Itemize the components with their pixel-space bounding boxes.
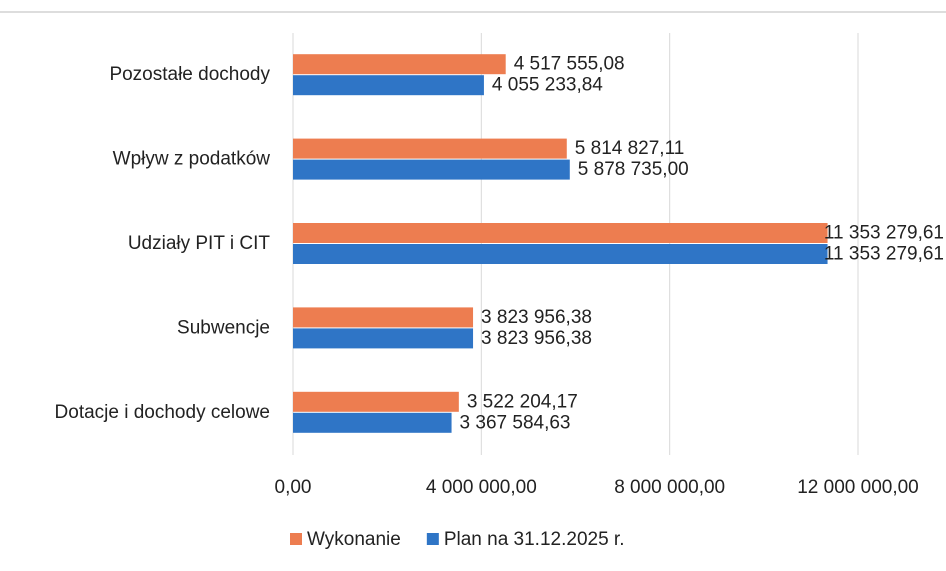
bar <box>293 391 459 412</box>
y-tick-label: Pozostałe dochody <box>109 64 270 85</box>
bar <box>293 159 570 180</box>
value-label: 3 522 204,17 <box>467 391 578 412</box>
value-label: 11 353 279,61 <box>824 244 944 265</box>
y-tick-label: Wpływ z podatków <box>113 149 271 170</box>
value-label: 11 353 279,61 <box>824 223 944 244</box>
bar <box>293 328 474 349</box>
bar <box>293 223 828 243</box>
value-label: 3 367 584,63 <box>460 412 571 433</box>
y-tick-label: Udziały PIT i CIT <box>128 233 271 254</box>
value-label: 3 823 956,38 <box>481 328 592 349</box>
legend-swatch <box>426 533 439 545</box>
y-tick-label: Subwencje <box>177 317 270 338</box>
legend-label: Wykonanie <box>307 529 401 550</box>
value-label: 4 055 233,84 <box>492 75 603 96</box>
legend-label: Plan na 31.12.2025 r. <box>444 529 625 550</box>
bar <box>293 412 452 433</box>
bar <box>293 138 567 159</box>
legend-swatch <box>290 533 302 545</box>
bar <box>293 54 506 75</box>
x-tick-label: 8 000 000,00 <box>614 477 725 498</box>
y-tick-label: Dotacje i dochody celowe <box>55 402 270 423</box>
bar <box>293 75 484 96</box>
value-label: 5 878 735,00 <box>578 159 689 180</box>
bar <box>293 307 474 328</box>
x-tick-label: 12 000 000,00 <box>797 477 919 498</box>
value-label: 3 823 956,38 <box>481 307 592 328</box>
value-label: 4 517 555,08 <box>514 54 625 75</box>
value-label: 5 814 827,11 <box>575 138 685 159</box>
x-tick-label: 0,00 <box>275 477 312 498</box>
bar <box>293 244 828 264</box>
x-tick-label: 4 000 000,00 <box>426 477 537 498</box>
